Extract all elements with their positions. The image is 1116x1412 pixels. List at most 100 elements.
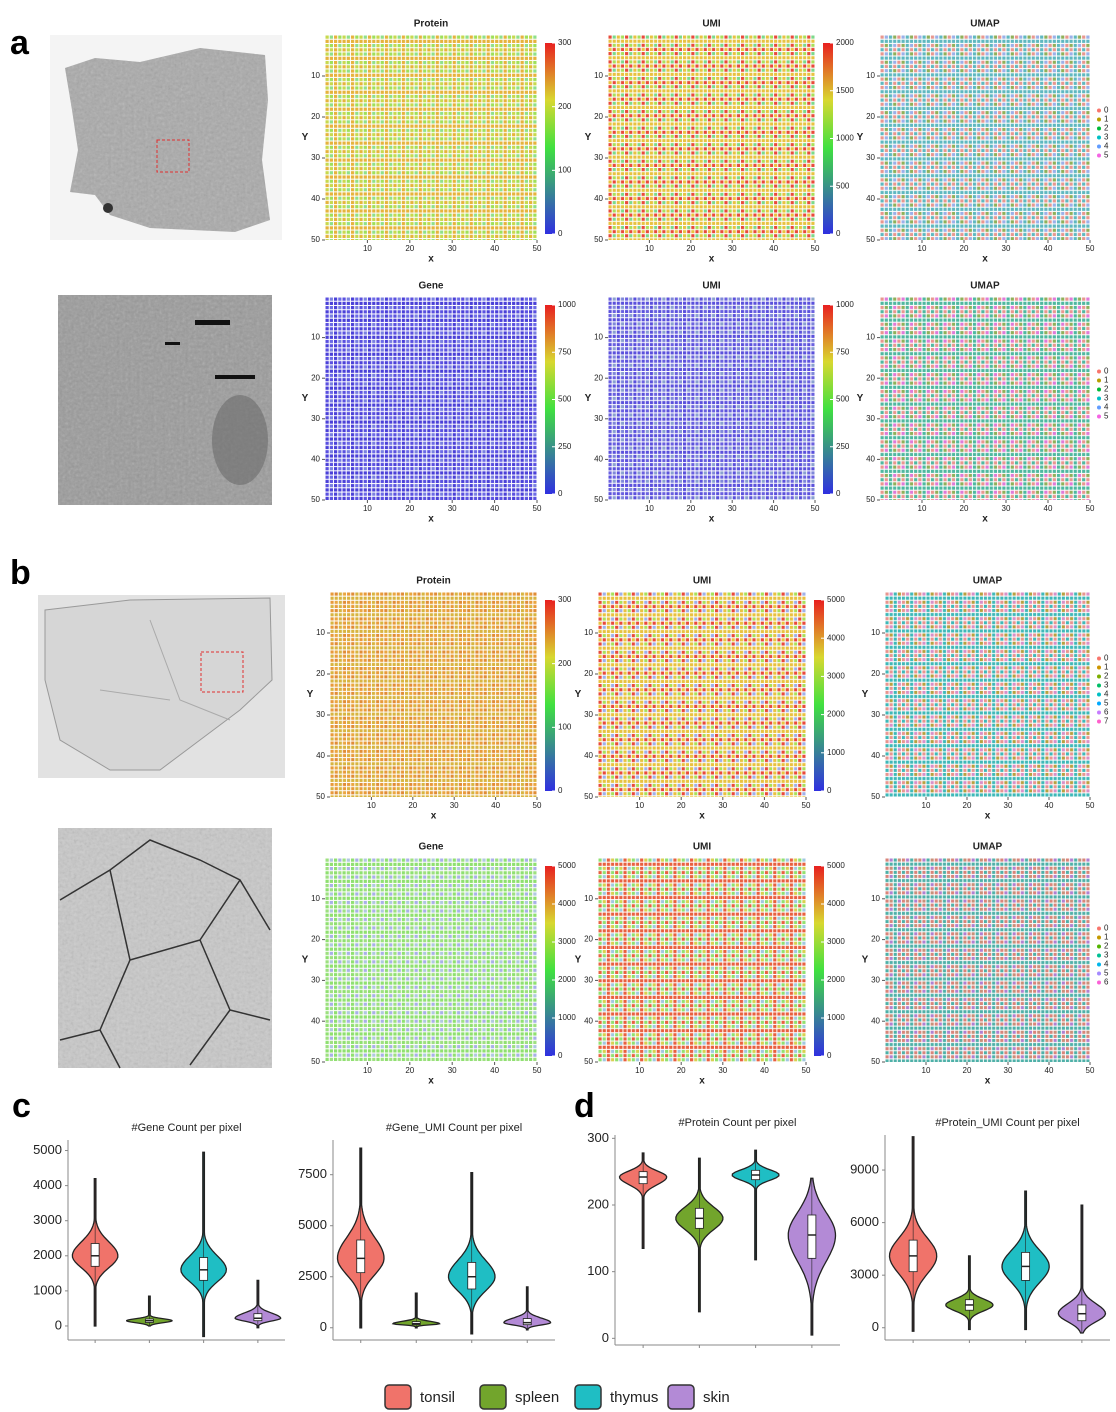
x-axis-label: x	[699, 1076, 705, 1087]
x-tick-label: 50	[533, 801, 542, 810]
box	[253, 1313, 263, 1322]
panel-label: d	[574, 1087, 595, 1125]
y-tick-label: 100	[587, 1263, 609, 1278]
heatmap-cells	[325, 858, 537, 1062]
x-tick-label: 10	[922, 1066, 931, 1075]
colorbar-tick-label: 0	[558, 489, 563, 498]
y-tick-label: 40	[866, 194, 875, 203]
x-tick-label: 40	[1045, 801, 1054, 810]
legend-swatch	[1097, 656, 1101, 661]
tissue-image	[38, 595, 285, 778]
legend-swatch	[1097, 980, 1101, 985]
legend-label: 5	[1104, 969, 1109, 978]
box	[522, 1318, 532, 1326]
colorbar-tick-label: 300	[558, 595, 572, 604]
x-tick-label: 30	[448, 504, 457, 513]
y-axis-label: Y	[302, 132, 309, 143]
colorbar-tick-label: 0	[836, 489, 841, 498]
x-tick-label: 40	[769, 504, 778, 513]
heatmap-cells	[598, 858, 806, 1062]
y-tick-label: 20	[311, 373, 320, 382]
x-tick-label: 30	[718, 1066, 727, 1075]
y-axis-label: Y	[585, 393, 592, 404]
legend-swatch	[1097, 692, 1101, 697]
y-tick-label: 40	[311, 194, 320, 203]
y-tick-label: 30	[311, 153, 320, 162]
x-tick-label: 50	[811, 504, 820, 513]
y-tick-label: 40	[871, 1016, 880, 1025]
x-tick-label: 50	[802, 1066, 811, 1075]
legend-label: 1	[1104, 663, 1109, 672]
plot-title: Protein	[416, 576, 450, 587]
legend-swatch	[1097, 153, 1101, 158]
y-tick-label: 2000	[33, 1247, 62, 1262]
box	[90, 1243, 100, 1267]
x-tick-label: 10	[645, 504, 654, 513]
y-tick-label: 50	[311, 495, 320, 504]
colorbar-tick-label: 500	[836, 395, 850, 404]
colorbar-tick-label: 0	[558, 1051, 563, 1060]
y-axis-label: Y	[862, 955, 869, 966]
legend-swatch	[1097, 953, 1101, 958]
legend-label: 3	[1104, 951, 1109, 960]
y-tick-label: 40	[866, 455, 875, 464]
y-tick-label: 200	[587, 1196, 609, 1211]
colorbar-tick-label: 2000	[827, 975, 845, 984]
y-tick-label: 20	[871, 935, 880, 944]
plot-title: UMAP	[973, 576, 1003, 587]
x-tick-label: 20	[677, 801, 686, 810]
legend-label: 6	[1104, 978, 1109, 987]
plot-title: UMAP	[970, 19, 1000, 30]
x-axis-label: x	[709, 254, 715, 265]
legend-label: 2	[1104, 672, 1109, 681]
x-tick-label: 10	[918, 504, 927, 513]
y-tick-label: 30	[866, 414, 875, 423]
legend-swatch	[1097, 944, 1101, 949]
colorbar-tick-label: 0	[827, 786, 832, 795]
legend-swatch	[1097, 369, 1101, 374]
heatmap-cells	[330, 592, 537, 797]
y-tick-label: 50	[584, 1057, 593, 1066]
y-tick-label: 50	[866, 495, 875, 504]
colorbar	[814, 600, 824, 791]
y-tick-label: 10	[594, 333, 603, 342]
legend-swatch	[1097, 387, 1101, 392]
y-axis-label: Y	[857, 393, 864, 404]
legend-label: 2	[1104, 942, 1109, 951]
colorbar-tick-label: 0	[836, 229, 841, 238]
plot-title: #Gene_UMI Count per pixel	[386, 1122, 522, 1134]
x-tick-label: 40	[490, 1066, 499, 1075]
x-tick-label: 50	[1086, 1066, 1095, 1075]
y-tick-label: 50	[311, 235, 320, 244]
colorbar-tick-label: 4000	[827, 633, 845, 642]
x-tick-label: 10	[367, 801, 376, 810]
tissue-image	[58, 828, 272, 1069]
x-axis-label: x	[709, 514, 715, 525]
legend-label: 3	[1104, 133, 1109, 142]
y-tick-label: 0	[55, 1317, 62, 1332]
legend-swatch	[479, 1384, 507, 1410]
colorbar-tick-label: 2000	[827, 710, 845, 719]
y-tick-label: 20	[866, 112, 875, 121]
x-axis-label: x	[985, 811, 991, 822]
legend-label: 4	[1104, 960, 1109, 969]
x-tick-label: 20	[405, 504, 414, 513]
x-tick-label: 10	[645, 244, 654, 253]
x-axis-label: x	[428, 1076, 434, 1087]
y-tick-label: 20	[594, 112, 603, 121]
y-axis-label: Y	[585, 132, 592, 143]
heatmap-cells	[608, 297, 815, 500]
legend-label: 4	[1104, 142, 1109, 151]
x-tick-label: 50	[1086, 801, 1095, 810]
colorbar-tick-label: 100	[558, 165, 572, 174]
legend-label: spleen	[515, 1389, 559, 1406]
colorbar-tick-label: 5000	[827, 861, 845, 870]
colorbar-tick-label: 500	[558, 395, 572, 404]
y-axis-label: Y	[302, 393, 309, 404]
x-tick-label: 40	[1044, 504, 1053, 513]
plot-title: Protein	[414, 19, 448, 30]
y-tick-label: 40	[584, 1016, 593, 1025]
x-tick-label: 40	[491, 801, 500, 810]
x-tick-label: 40	[490, 504, 499, 513]
